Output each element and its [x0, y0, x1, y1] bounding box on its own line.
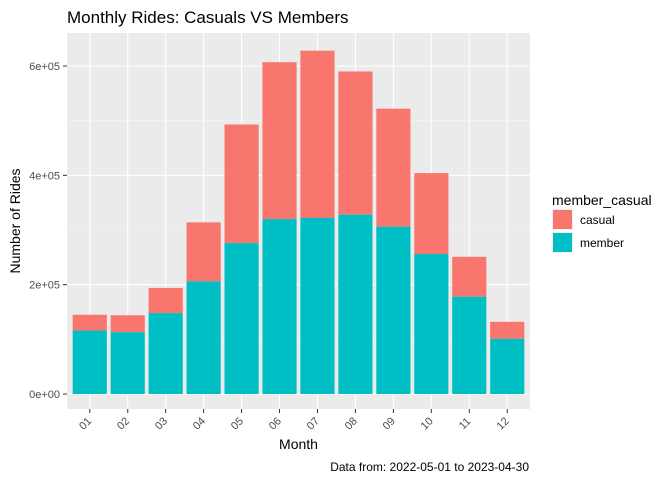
bar-casual-04	[186, 222, 221, 282]
x-tick-label: 08	[343, 415, 360, 432]
bar-member-03	[148, 313, 183, 394]
x-tick-label: 07	[305, 415, 322, 432]
x-tick-label: 03	[153, 415, 170, 432]
bar-member-05	[224, 243, 259, 394]
legend: member_casual casual member	[552, 192, 652, 253]
x-tick-label: 06	[267, 415, 284, 432]
x-tick-label: 04	[191, 415, 208, 432]
bar-casual-06	[262, 62, 297, 220]
bar-member-07	[300, 217, 335, 394]
x-tick-label: 12	[495, 415, 512, 432]
bar-casual-09	[376, 108, 411, 227]
bar-casual-11	[452, 256, 487, 297]
x-tick-label: 11	[457, 416, 474, 433]
y-tick-label: 0e+00	[29, 389, 60, 401]
bar-member-08	[338, 214, 373, 394]
bar-casual-02	[110, 315, 145, 333]
y-axis-title: Number of Rides	[7, 168, 23, 273]
bar-casual-08	[338, 71, 373, 215]
bar-member-04	[186, 281, 221, 394]
bar-member-09	[376, 226, 411, 394]
x-axis-title: Month	[279, 436, 318, 452]
legend-swatch-member	[553, 233, 572, 252]
y-tick-label: 4e+05	[29, 170, 60, 182]
bar-member-12	[490, 338, 525, 394]
bar-casual-03	[148, 287, 183, 314]
x-tick-label: 05	[229, 415, 246, 432]
x-tick-label: 02	[115, 415, 132, 432]
y-tick-label: 6e+05	[29, 61, 60, 73]
bar-member-01	[72, 330, 107, 394]
bar-member-06	[262, 219, 297, 394]
y-axis: 0e+00 2e+05 4e+05 6e+05	[29, 61, 67, 401]
bar-casual-01	[72, 314, 107, 331]
bar-casual-10	[414, 173, 449, 255]
legend-title: member_casual	[552, 192, 652, 208]
bar-member-02	[110, 332, 145, 394]
bar-member-10	[414, 254, 449, 394]
y-tick-label: 2e+05	[29, 280, 60, 292]
x-axis: 01 02 03 04 05 06 07 08 09 10 11 12	[77, 409, 512, 432]
legend-label-casual: casual	[580, 213, 615, 227]
chart-title: Monthly Rides: Casuals VS Members	[67, 8, 349, 27]
x-tick-label: 09	[381, 415, 398, 432]
x-tick-label: 10	[419, 415, 436, 432]
legend-label-member: member	[580, 236, 624, 250]
bar-casual-05	[224, 124, 259, 244]
chart-caption: Data from: 2022-05-01 to 2023-04-30	[330, 460, 529, 474]
bars-group	[72, 50, 525, 394]
bar-member-11	[452, 296, 487, 394]
bar-casual-12	[490, 321, 525, 339]
x-tick-label: 01	[77, 415, 94, 432]
bar-casual-07	[300, 50, 335, 218]
legend-swatch-casual	[553, 210, 572, 229]
